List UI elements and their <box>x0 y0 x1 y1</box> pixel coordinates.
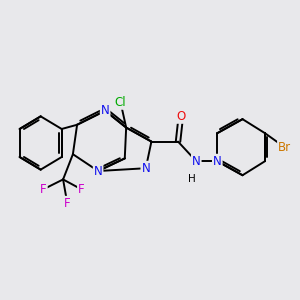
Text: Br: Br <box>278 141 291 154</box>
Text: F: F <box>40 183 47 196</box>
Text: N: N <box>94 164 103 178</box>
Text: Cl: Cl <box>115 96 126 109</box>
Text: N: N <box>192 155 201 168</box>
Text: H: H <box>188 174 196 184</box>
Text: N: N <box>213 155 222 168</box>
Text: O: O <box>176 110 185 123</box>
Text: N: N <box>101 104 110 117</box>
Text: F: F <box>64 197 70 210</box>
Text: F: F <box>78 183 85 196</box>
Text: N: N <box>141 162 150 175</box>
